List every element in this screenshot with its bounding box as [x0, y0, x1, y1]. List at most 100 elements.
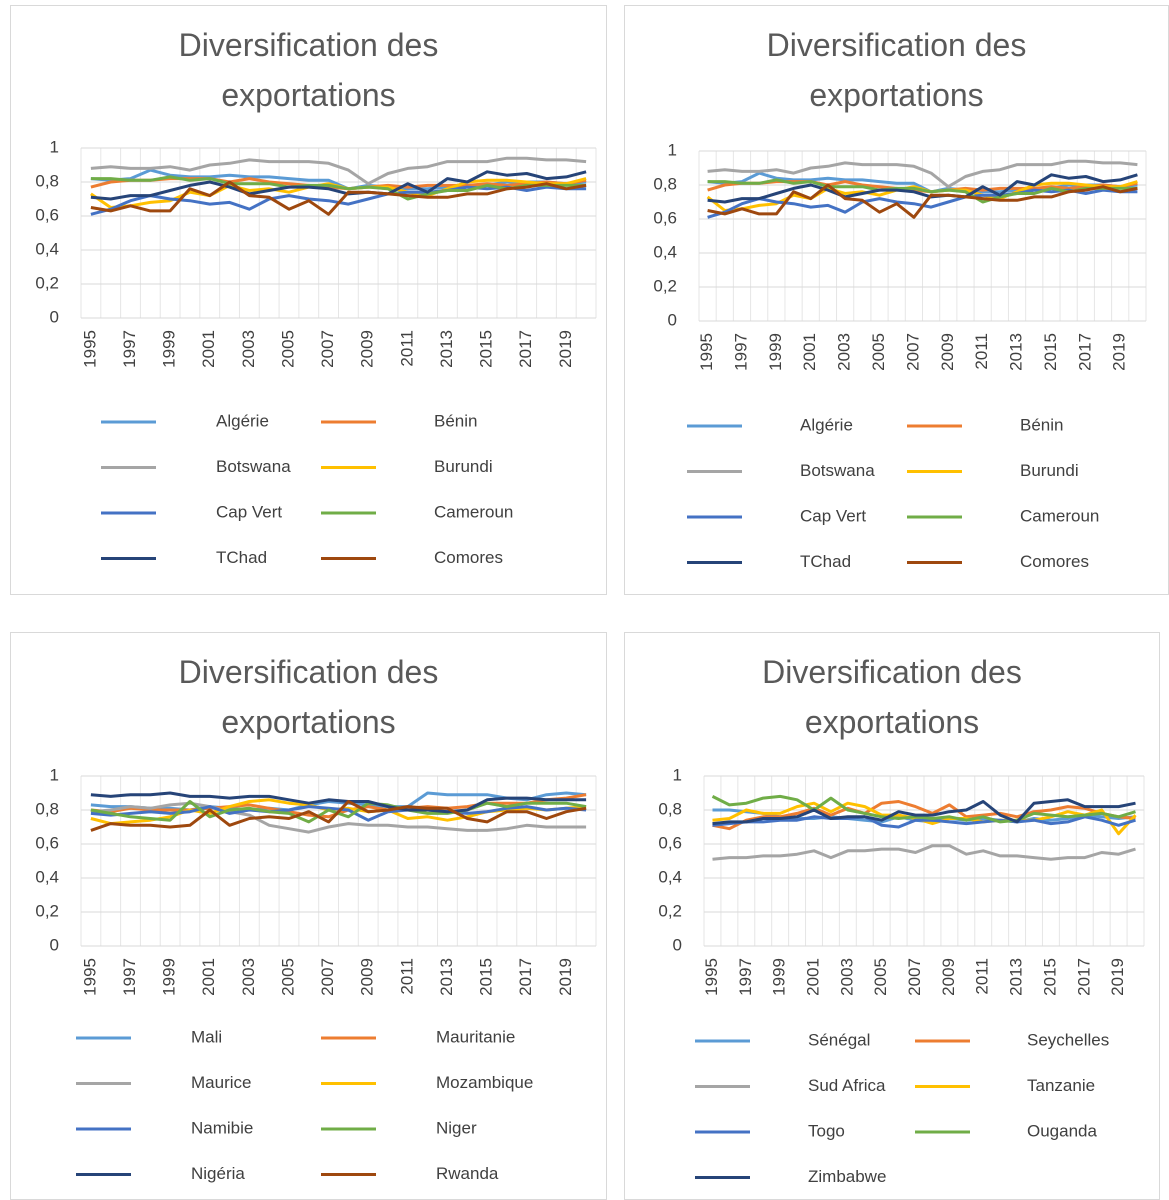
- legend-label: Mali: [191, 1027, 222, 1046]
- x-tick-label: 2019: [1110, 333, 1129, 371]
- legend-label: Cap Vert: [216, 502, 282, 521]
- legend-label: Burundi: [1020, 461, 1079, 480]
- legend-label: Cameroun: [434, 502, 513, 521]
- series-line: [712, 798, 1136, 826]
- legend-label: Sud Africa: [808, 1076, 886, 1095]
- legend-label: Namibie: [191, 1118, 253, 1137]
- x-tick-label: 1999: [160, 330, 179, 368]
- y-tick-label: 0,2: [653, 276, 677, 295]
- x-tick-label: 2009: [358, 330, 377, 368]
- chart-title: Diversification des exportations: [762, 654, 1022, 740]
- chart-box: 0 0,2 0,4 0,6 0,8 1 1995 1997 1999 2001 2003 2005 20…: [624, 5, 1169, 595]
- series-line: [707, 183, 1138, 219]
- legend-label: Sénégal: [808, 1030, 870, 1049]
- x-tick-label: 2003: [239, 958, 258, 996]
- series-line: [90, 805, 587, 822]
- legend-label: Rwanda: [436, 1164, 499, 1183]
- y-tick-label: 1: [50, 137, 59, 156]
- y-tick-label: 0,2: [35, 273, 59, 292]
- y-tick-label: 0: [668, 310, 677, 329]
- y-tick-label: 0,8: [658, 799, 682, 818]
- x-tick-label: 2019: [1108, 958, 1127, 996]
- legend-label: Algérie: [216, 411, 269, 430]
- legend-label: Nigéria: [191, 1164, 245, 1183]
- legend-label: Seychelles: [1027, 1030, 1109, 1049]
- y-tick-label: 0,6: [653, 208, 677, 227]
- series-line: [712, 815, 1136, 829]
- x-tick-label: 2013: [437, 330, 456, 368]
- y-tick-label: 1: [673, 765, 682, 784]
- chart-title: Diversification des exportations: [178, 654, 439, 740]
- series-line: [90, 800, 587, 832]
- y-tick-label: 1: [668, 140, 677, 159]
- x-tick-label: 2003: [239, 330, 258, 368]
- legend-label: Mauritanie: [436, 1027, 515, 1046]
- chart-title: Diversification des exportations: [178, 27, 439, 113]
- series-line: [712, 844, 1136, 861]
- legend-label: Bénin: [1020, 415, 1063, 434]
- x-tick-label: 2011: [397, 330, 416, 367]
- chart: 0 0,2 0,4 0,6 0,8 1 1995 1997 1999 2001 2003 2005 20…: [658, 765, 1145, 1186]
- x-tick-label: 2019: [556, 330, 575, 368]
- x-tick-label: 2001: [800, 333, 819, 371]
- y-tick-label: 0,4: [35, 867, 59, 886]
- chart-box: 0 0,2 0,4 0,6 0,8 1 1995 1997 1999 2001 2003 2005 20…: [624, 632, 1160, 1200]
- legend-label: Niger: [436, 1118, 477, 1137]
- series-line: [90, 791, 587, 814]
- y-tick-label: 1: [50, 765, 59, 784]
- chart: 0 0,2 0,4 0,6 0,8 1 1995 1997 1999 2001 2003 2005 20…: [35, 765, 597, 1183]
- series-line: [712, 800, 1136, 831]
- x-tick-label: 1997: [120, 958, 139, 996]
- chart-box: 0 0,2 0,4 0,6 0,8 1 1995 1997 1999 2001 2003 2005 20…: [10, 632, 607, 1200]
- series-line: [90, 156, 587, 186]
- x-tick-label: 2015: [1040, 958, 1059, 996]
- x-tick-label: 2005: [278, 330, 297, 368]
- series-line: [90, 170, 587, 201]
- legend-label: Cap Vert: [800, 506, 866, 525]
- y-tick-label: 0: [50, 935, 59, 954]
- x-tick-label: 2001: [199, 330, 218, 368]
- x-tick-label: 2011: [397, 958, 416, 995]
- x-tick-label: 1995: [80, 330, 99, 368]
- legend-label: Bénin: [434, 411, 477, 430]
- x-tick-label: 2017: [516, 958, 535, 996]
- y-tick-label: 0,4: [35, 239, 59, 258]
- x-tick-label: 2017: [1075, 333, 1094, 371]
- y-tick-label: 0,8: [35, 799, 59, 818]
- legend-label: TChad: [800, 552, 851, 571]
- x-tick-label: 2001: [199, 958, 218, 996]
- legend-label: Tanzanie: [1027, 1076, 1095, 1095]
- x-tick-label: 1999: [766, 333, 785, 371]
- legend-label: TChad: [216, 548, 267, 567]
- x-tick-label: 2015: [477, 958, 496, 996]
- x-tick-label: 2001: [803, 958, 822, 996]
- y-tick-label: 0,6: [658, 833, 682, 852]
- x-tick-label: 2005: [869, 333, 888, 371]
- x-tick-label: 2017: [1074, 958, 1093, 996]
- x-tick-label: 2011: [972, 333, 991, 370]
- legend-label: Zimbabwe: [808, 1167, 886, 1186]
- chart-title: Diversification des exportations: [766, 27, 1027, 113]
- x-tick-label: 2013: [1007, 333, 1026, 371]
- legend-label: Comores: [1020, 552, 1089, 571]
- x-tick-label: 1997: [731, 333, 750, 371]
- series-line: [711, 794, 1136, 824]
- y-tick-label: 0,8: [653, 174, 677, 193]
- x-tick-label: 2009: [938, 333, 957, 371]
- x-tick-label: 2011: [973, 958, 992, 995]
- x-tick-label: 2009: [939, 958, 958, 996]
- x-tick-label: 2007: [905, 958, 924, 996]
- x-tick-label: 2005: [871, 958, 890, 996]
- series-line: [707, 173, 1138, 204]
- y-tick-label: 0,2: [658, 901, 682, 920]
- series-line: [707, 159, 1138, 189]
- y-tick-label: 0,8: [35, 171, 59, 190]
- legend-label: Cameroun: [1020, 506, 1099, 525]
- x-tick-label: 1997: [736, 958, 755, 996]
- x-tick-label: 2019: [556, 958, 575, 996]
- x-tick-label: 2015: [477, 330, 496, 368]
- series-line: [90, 168, 587, 191]
- y-tick-label: 0: [673, 935, 682, 954]
- x-tick-label: 2007: [318, 330, 337, 368]
- x-tick-label: 1999: [160, 958, 179, 996]
